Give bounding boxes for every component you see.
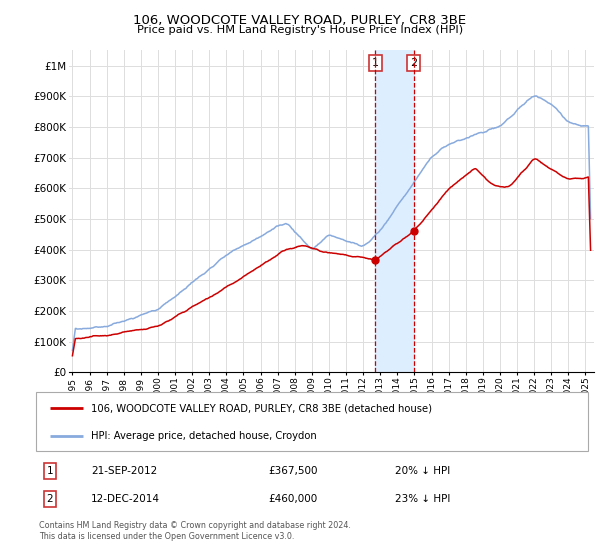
Text: 106, WOODCOTE VALLEY ROAD, PURLEY, CR8 3BE (detached house): 106, WOODCOTE VALLEY ROAD, PURLEY, CR8 3… xyxy=(91,403,432,413)
Text: £367,500: £367,500 xyxy=(268,466,317,476)
FancyBboxPatch shape xyxy=(36,392,588,451)
Text: £460,000: £460,000 xyxy=(268,493,317,503)
Text: 1: 1 xyxy=(46,466,53,476)
Text: Price paid vs. HM Land Registry's House Price Index (HPI): Price paid vs. HM Land Registry's House … xyxy=(137,25,463,35)
Text: 23% ↓ HPI: 23% ↓ HPI xyxy=(395,493,450,503)
Text: 21-SEP-2012: 21-SEP-2012 xyxy=(91,466,157,476)
Text: 106, WOODCOTE VALLEY ROAD, PURLEY, CR8 3BE: 106, WOODCOTE VALLEY ROAD, PURLEY, CR8 3… xyxy=(133,14,467,27)
Bar xyxy=(376,50,413,372)
Text: 2: 2 xyxy=(410,58,417,68)
Text: 12-DEC-2014: 12-DEC-2014 xyxy=(91,493,160,503)
Text: 2: 2 xyxy=(46,493,53,503)
Text: Contains HM Land Registry data © Crown copyright and database right 2024.
This d: Contains HM Land Registry data © Crown c… xyxy=(39,521,350,541)
Text: 20% ↓ HPI: 20% ↓ HPI xyxy=(395,466,450,476)
Text: 1: 1 xyxy=(372,58,379,68)
Text: HPI: Average price, detached house, Croydon: HPI: Average price, detached house, Croy… xyxy=(91,431,317,441)
